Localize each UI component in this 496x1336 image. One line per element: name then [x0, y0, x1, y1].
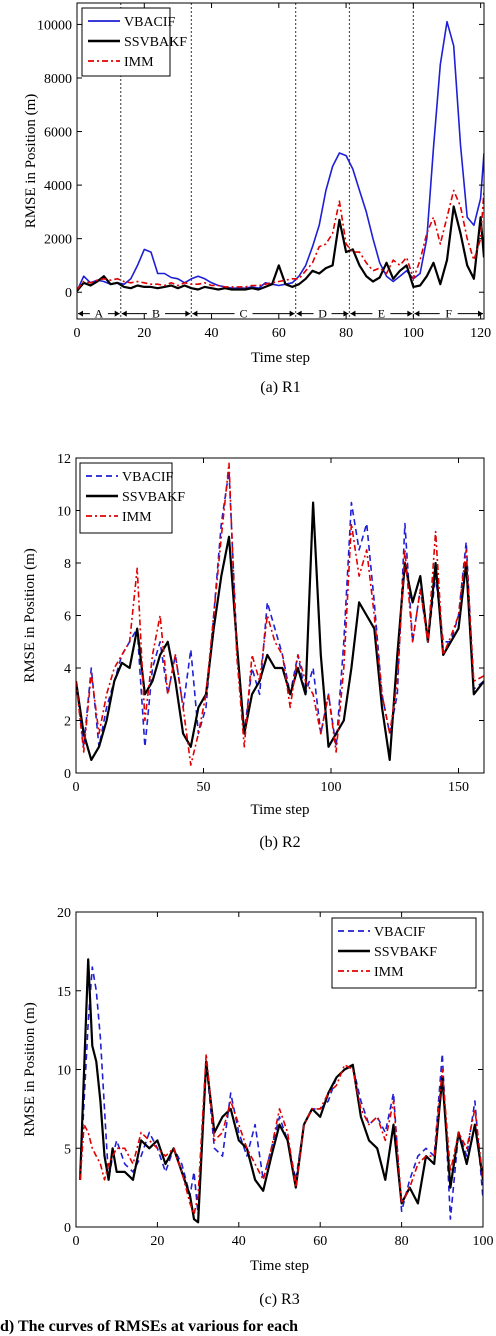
y-tick-label: 20: [57, 906, 71, 921]
x-tick-label: 0: [74, 326, 81, 341]
x-tick-label: 60: [313, 1234, 327, 1249]
phase-arrowhead: [78, 310, 120, 317]
phase-label: B: [152, 307, 160, 321]
plot-area: [77, 20, 484, 292]
figure-caption: (b) R2: [259, 834, 300, 851]
series-line-imm: [76, 462, 484, 766]
y-tick-label: 5: [64, 1142, 71, 1157]
x-tick-label: 150: [448, 780, 469, 795]
legend-label-imm: IMM: [374, 965, 404, 980]
series-line-imm: [77, 189, 484, 291]
x-tick-label: 120: [470, 326, 491, 341]
x-axis-label: Time step: [250, 1258, 309, 1274]
y-tick-label: 6000: [44, 126, 72, 141]
y-axis-label: RMSE in Position (m): [22, 548, 38, 683]
x-axis-label: Time step: [251, 350, 310, 366]
x-tick-label: 60: [272, 326, 286, 341]
y-tick-label: 15: [57, 985, 71, 1000]
plot-area: [76, 462, 484, 766]
series-line-vbacif: [77, 20, 484, 292]
legend-box: [331, 917, 477, 989]
legend-label-vbacif: VBACIF: [374, 925, 426, 940]
y-tick-label: 6: [64, 610, 71, 625]
x-tick-label: 20: [137, 326, 151, 341]
phase-label: A: [95, 307, 104, 321]
x-tick-label: 50: [197, 780, 211, 795]
y-tick-label: 10000: [37, 18, 72, 33]
phase-label: F: [445, 307, 452, 321]
phase-label: E: [378, 307, 385, 321]
legend-label-imm: IMM: [122, 510, 152, 525]
x-tick-label: 100: [321, 780, 342, 795]
x-tick-label: 0: [73, 1234, 80, 1249]
series-line-ssvbakf: [79, 958, 483, 1224]
series-line-ssvbakf: [77, 205, 484, 292]
legend-label-imm: IMM: [124, 55, 154, 70]
y-tick-label: 10: [57, 505, 71, 520]
legend-label-vbacif: VBACIF: [122, 470, 174, 485]
y-axis-label: RMSE in Position (m): [23, 94, 39, 229]
legend-label-ssvbakf: SSVBAKF: [374, 945, 437, 960]
series-line-imm: [79, 1053, 483, 1216]
y-tick-label: 2: [64, 715, 71, 730]
y-tick-label: 0: [64, 767, 71, 782]
axes-frame: [76, 2, 485, 320]
figure-caption: (a) R1: [260, 379, 300, 396]
y-tick-label: 4: [64, 662, 71, 677]
y-tick-label: 0: [65, 286, 72, 301]
x-tick-label: 0: [73, 780, 80, 795]
x-tick-label: 80: [395, 1234, 409, 1249]
x-tick-label: 20: [150, 1234, 164, 1249]
footer-caption: d) The curves of RMSEs at various for ea…: [0, 1318, 299, 1335]
chart-r3: 0 20 40 60 80 100 0 5 10 15 20 Time step RMSE in Pos…: [22, 906, 494, 1308]
y-tick-label: 8: [64, 557, 71, 572]
legend-label-ssvbakf: SSVBAKF: [122, 490, 185, 505]
x-tick-label: 40: [232, 1234, 246, 1249]
y-tick-label: 10: [57, 1064, 71, 1079]
phase-label: C: [239, 307, 247, 321]
x-tick-label: 80: [339, 326, 353, 341]
phase-label: D: [318, 307, 327, 321]
legend-box: [79, 462, 173, 534]
series-line-ssvbakf: [76, 501, 484, 761]
figure-caption: (c) R3: [259, 1291, 299, 1308]
plot-area: [79, 958, 483, 1224]
chart-r1: A B C D E F 0 20 40 60 80 100 120 0 2000 4000 6000 8000 10…: [23, 2, 491, 396]
y-tick-label: 0: [64, 1221, 71, 1236]
legend-label-vbacif: VBACIF: [124, 15, 176, 30]
y-tick-label: 2000: [44, 233, 72, 248]
x-tick-label: 100: [403, 326, 424, 341]
chart-r2: 0 50 100 150 0 2 4 6 8 10 12 Time step RMSE in Posit…: [22, 452, 485, 851]
x-tick-label: 40: [205, 326, 219, 341]
y-tick-label: 12: [57, 452, 71, 467]
x-axis-label: Time step: [250, 802, 309, 818]
series-line-vbacif: [79, 966, 483, 1220]
y-axis-label: RMSE in Position (m): [22, 1002, 38, 1137]
y-tick-label: 8000: [44, 72, 72, 87]
x-tick-label: 100: [473, 1234, 494, 1249]
legend-label-ssvbakf: SSVBAKF: [124, 35, 187, 50]
y-tick-label: 4000: [44, 179, 72, 194]
